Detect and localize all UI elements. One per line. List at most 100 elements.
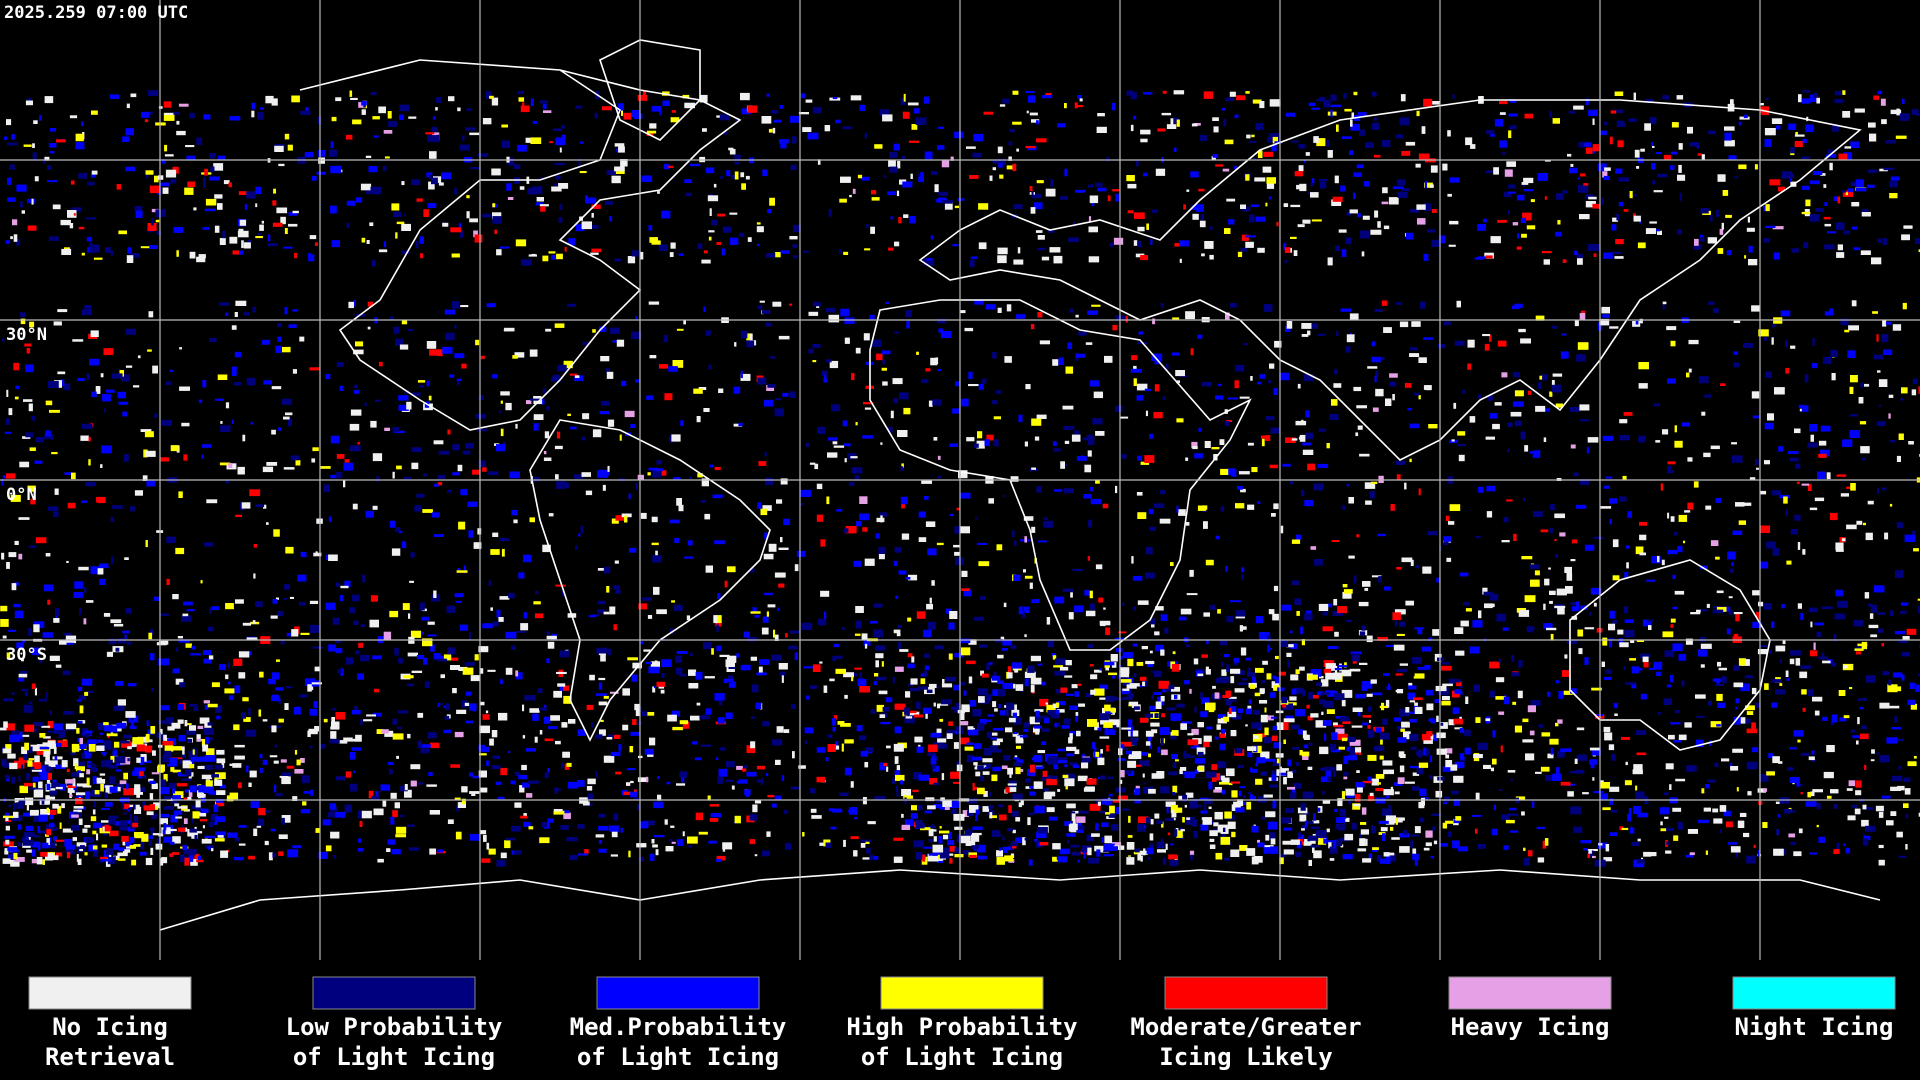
icing-cell xyxy=(903,407,911,415)
icing-cell xyxy=(331,240,340,248)
icing-cell xyxy=(752,804,758,813)
icing-cell xyxy=(1444,321,1451,326)
icing-cell xyxy=(964,327,974,332)
icing-cell xyxy=(1674,710,1680,714)
icing-cell xyxy=(335,712,346,720)
icing-cell xyxy=(1653,190,1663,193)
icing-cell xyxy=(235,300,247,306)
icing-cell xyxy=(1457,444,1466,447)
icing-cell xyxy=(1271,513,1276,517)
icing-cell xyxy=(101,820,110,823)
icing-cell xyxy=(1514,725,1522,733)
icing-cell xyxy=(156,230,162,235)
icing-cell xyxy=(1687,829,1698,834)
icing-cell xyxy=(882,114,893,122)
icing-cell xyxy=(598,701,608,706)
icing-cell xyxy=(1494,402,1502,406)
icing-cell xyxy=(176,250,179,257)
icing-cell xyxy=(1843,715,1850,719)
icing-cell xyxy=(870,709,875,714)
icing-cell xyxy=(1798,828,1803,834)
icing-cell xyxy=(1224,228,1231,234)
icing-cell xyxy=(1212,154,1219,158)
icing-cell xyxy=(263,504,267,509)
icing-cell xyxy=(1695,694,1706,699)
icing-cell xyxy=(335,97,342,102)
icing-cell xyxy=(1912,109,1919,115)
icing-cell xyxy=(1743,343,1754,348)
icing-cell xyxy=(703,642,712,650)
icing-cell xyxy=(197,812,207,817)
icing-cell xyxy=(336,454,345,459)
icing-cell xyxy=(332,617,339,625)
icing-cell xyxy=(335,582,341,587)
icing-cell xyxy=(1203,521,1208,529)
icing-cell xyxy=(642,597,652,601)
icing-cell xyxy=(1230,849,1240,857)
icing-cell xyxy=(1000,710,1009,716)
icing-cell xyxy=(1759,561,1769,569)
icing-cell xyxy=(778,547,789,550)
icing-cell xyxy=(1811,758,1816,762)
icing-cell xyxy=(25,432,34,438)
icing-cell xyxy=(1503,845,1509,850)
icing-cell xyxy=(292,369,297,374)
icing-cell xyxy=(841,627,845,630)
icing-cell xyxy=(1166,806,1169,814)
icing-cell xyxy=(1247,504,1255,510)
icing-cell xyxy=(1826,745,1835,753)
icing-cell xyxy=(288,324,297,328)
icing-cell xyxy=(1191,728,1199,735)
icing-cell xyxy=(611,518,619,524)
icing-cell xyxy=(1240,626,1247,630)
icing-cell xyxy=(391,849,401,855)
icing-cell xyxy=(780,250,790,254)
icing-cell xyxy=(54,488,59,495)
icing-cell xyxy=(947,853,954,856)
icing-cell xyxy=(1514,420,1522,427)
icing-cell xyxy=(1204,241,1214,249)
icing-cell xyxy=(1589,611,1592,616)
icing-cell xyxy=(358,838,361,843)
icing-cell xyxy=(709,804,719,807)
icing-cell xyxy=(1118,664,1124,667)
icing-cell xyxy=(140,246,150,249)
icing-cell xyxy=(699,94,708,103)
icing-cell xyxy=(574,375,580,378)
icing-cell xyxy=(1426,703,1434,711)
icing-cell xyxy=(893,743,904,752)
icing-cell xyxy=(763,553,774,560)
icing-cell xyxy=(1362,215,1370,220)
icing-cell xyxy=(1781,604,1785,609)
icing-cell xyxy=(1681,422,1691,427)
icing-cell xyxy=(363,719,373,722)
icing-cell xyxy=(417,712,424,718)
icing-cell xyxy=(1064,440,1070,444)
icing-cell xyxy=(1149,705,1156,711)
icing-cell xyxy=(1271,770,1278,776)
icing-cell xyxy=(1783,496,1788,504)
icing-cell xyxy=(304,678,316,687)
icing-cell xyxy=(1851,300,1857,307)
icing-cell xyxy=(953,544,960,548)
icing-cell xyxy=(1599,793,1608,801)
icing-cell xyxy=(1302,219,1311,224)
icing-cell xyxy=(688,683,699,689)
icing-cell xyxy=(1765,371,1772,378)
icing-cell xyxy=(704,513,711,520)
icing-cell xyxy=(113,623,124,627)
icing-cell xyxy=(1160,614,1168,621)
icing-cell xyxy=(1611,251,1622,254)
icing-cell xyxy=(1716,590,1724,594)
icing-cell xyxy=(1180,608,1192,615)
icing-cell xyxy=(142,475,148,481)
icing-cell xyxy=(5,240,10,244)
icing-cell xyxy=(930,235,934,240)
icing-cell xyxy=(39,115,42,121)
icing-cell xyxy=(652,844,658,848)
icing-cell xyxy=(318,157,325,164)
icing-cell xyxy=(1604,732,1613,741)
icing-cell xyxy=(55,608,60,616)
icing-cell xyxy=(1422,797,1429,800)
icing-cell xyxy=(1619,496,1627,502)
